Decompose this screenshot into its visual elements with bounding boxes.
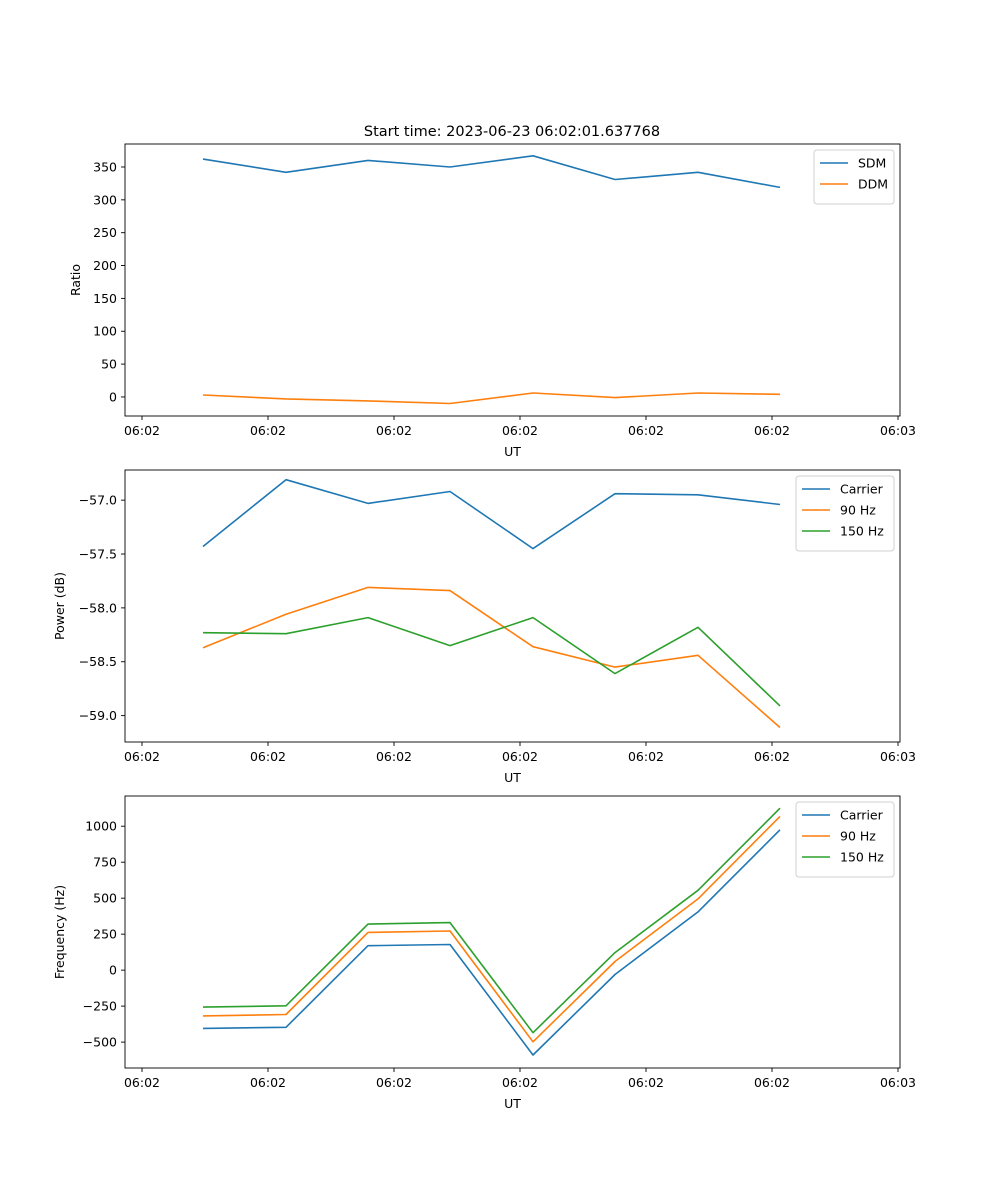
x-tick-label: 06:02 (754, 423, 790, 438)
y-tick-label: 50 (101, 357, 117, 372)
series-line-90-hz (202, 586, 781, 729)
legend-label: Carrier (840, 482, 884, 497)
y-tick-label: 750 (93, 855, 117, 870)
y-tick-label: 300 (93, 192, 117, 207)
y-tick-label: 250 (93, 225, 117, 240)
y-tick-label: 200 (93, 258, 117, 273)
y-tick-label: −250 (83, 999, 117, 1014)
plot-area-frame (124, 143, 901, 417)
x-tick-label: 06:02 (250, 1075, 286, 1090)
x-tick-label: 06:02 (376, 1075, 412, 1090)
y-tick-label: −57.5 (79, 547, 117, 562)
series-line-carrier (202, 478, 781, 550)
y-tick-label: 0 (109, 963, 117, 978)
series-line-150-hz (202, 807, 781, 1034)
x-tick-label: 06:02 (124, 1075, 160, 1090)
y-tick-label: 500 (93, 891, 117, 906)
y-tick-label: 1000 (85, 819, 117, 834)
series-line-ddm (202, 392, 781, 405)
x-tick-label: 06:03 (880, 423, 916, 438)
legend-label: DDM (858, 177, 888, 192)
legend: Carrier 90 Hz 150 Hz (795, 801, 895, 878)
chart-panel-1: 06:02 06:02 06:02 06:02 06:02 06:02 06:03 UT 0 50… (68, 143, 916, 459)
x-tick-label: 06:02 (124, 749, 160, 764)
y-axis-label: Frequency (Hz) (52, 885, 67, 979)
y-tick-label: 150 (93, 291, 117, 306)
x-tick-label: 06:02 (502, 423, 538, 438)
legend-box (795, 475, 895, 552)
x-tick-label: 06:02 (250, 749, 286, 764)
y-tick-label: −58.5 (79, 654, 117, 669)
x-tick-label: 06:02 (502, 1075, 538, 1090)
x-tick-label: 06:02 (628, 749, 664, 764)
y-axis-label: Power (dB) (52, 572, 67, 640)
y-tick-label: 0 (109, 389, 117, 404)
x-tick-label: 06:02 (376, 423, 412, 438)
legend-label: 150 Hz (840, 524, 884, 539)
chart-panel-3: 06:02 06:02 06:02 06:02 06:02 06:02 06:03 UT −50… (52, 795, 916, 1111)
legend: Carrier 90 Hz 150 Hz (795, 475, 895, 552)
y-tick-label: −500 (83, 1035, 117, 1050)
x-axis-label: UT (504, 770, 521, 785)
legend-label: 90 Hz (840, 829, 876, 844)
x-tick-label: 06:03 (880, 749, 916, 764)
plot-area-frame (124, 795, 901, 1069)
y-axis-label: Ratio (68, 264, 83, 296)
plot-area-frame (124, 469, 901, 743)
y-tick-label: 250 (93, 927, 117, 942)
legend-label: SDM (858, 156, 886, 171)
x-axis-label: UT (504, 1096, 521, 1111)
series-line-150-hz (202, 616, 781, 707)
series-line-90-hz (202, 815, 781, 1043)
x-tick-label: 06:02 (754, 1075, 790, 1090)
x-tick-label: 06:02 (376, 749, 412, 764)
legend-label: 150 Hz (840, 850, 884, 865)
series-line-sdm (202, 155, 781, 189)
x-axis-label: UT (504, 444, 521, 459)
legend-label: Carrier (840, 808, 884, 823)
x-tick-label: 06:03 (880, 1075, 916, 1090)
legend-label: 90 Hz (840, 503, 876, 518)
x-tick-label: 06:02 (754, 749, 790, 764)
x-tick-label: 06:02 (124, 423, 160, 438)
y-tick-label: 350 (93, 159, 117, 174)
figure-title: Start time: 2023-06-23 06:02:01.637768 (364, 124, 660, 140)
y-tick-label: 100 (93, 324, 117, 339)
x-tick-label: 06:02 (250, 423, 286, 438)
y-tick-label: −57.0 (79, 493, 117, 508)
legend-box (795, 801, 895, 878)
x-tick-label: 06:02 (628, 423, 664, 438)
y-tick-label: −58.0 (79, 600, 117, 615)
x-tick-label: 06:02 (628, 1075, 664, 1090)
y-tick-label: −59.0 (79, 708, 117, 723)
x-tick-label: 06:02 (502, 749, 538, 764)
chart-panel-2: 06:02 06:02 06:02 06:02 06:02 06:02 06:03 UT −57… (52, 469, 916, 785)
legend: SDM DDM (813, 149, 895, 205)
series-line-carrier (202, 829, 781, 1056)
